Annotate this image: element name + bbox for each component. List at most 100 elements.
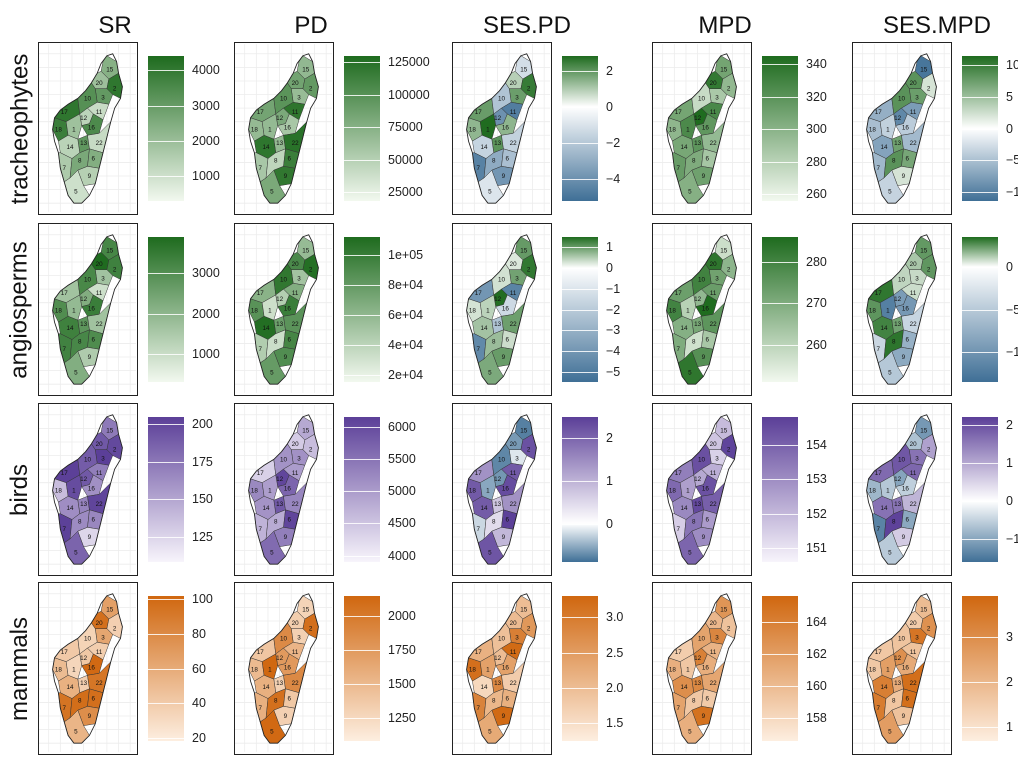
region-label: 14 — [263, 505, 271, 512]
region-label: 5 — [270, 188, 274, 195]
legend-tick-mark — [148, 703, 184, 705]
region-label: 10 — [280, 635, 288, 642]
map-cell-mammals-ses-pd: 15 20 2 3 17 10 12 18 11 1 16 13 14 22 7 8 6 9 5 3.0 2.5 2.0 1… — [452, 582, 662, 759]
region-label: 10 — [280, 456, 288, 463]
region-label: 13 — [694, 321, 702, 328]
map-panel: 15 20 2 3 17 10 12 18 11 1 16 13 14 22 7 8 6 9 5 — [38, 582, 138, 755]
region-label: 13 — [80, 140, 88, 147]
region-label: 8 — [274, 697, 278, 704]
region-label: 1 — [268, 666, 272, 673]
region-label: 12 — [694, 115, 702, 122]
region-label: 6 — [706, 155, 710, 162]
region-label: 22 — [910, 680, 918, 687]
map-panel: 15 20 2 3 17 10 12 18 11 1 16 13 14 22 7 8 6 9 5 — [852, 223, 952, 396]
color-legend: 3000 2000 1000 — [148, 237, 248, 382]
region-label: 10 — [280, 95, 288, 102]
region-label: 2 — [727, 447, 731, 454]
region-label: 22 — [96, 140, 104, 147]
region-label: 15 — [106, 66, 114, 73]
region-label: 6 — [92, 695, 96, 702]
region-label: 5 — [488, 549, 492, 556]
region-label: 2 — [927, 86, 931, 93]
region-11 — [501, 102, 524, 121]
color-legend: 154 153 152 151 — [762, 417, 862, 562]
region-label: 14 — [481, 325, 489, 332]
legend-tick-mark — [344, 254, 380, 256]
legend-tick-mark — [344, 284, 380, 286]
region-label: 15 — [302, 66, 310, 73]
legend-tick-mark — [962, 309, 998, 311]
legend-tick-mark — [562, 723, 598, 725]
region-label: 18 — [55, 126, 63, 133]
region-11 — [283, 463, 306, 482]
region-11 — [87, 102, 110, 121]
region-label: 12 — [894, 296, 902, 303]
region-label: 13 — [276, 140, 284, 147]
region-label: 9 — [88, 534, 92, 541]
legend-tick-label: 4e+04 — [388, 337, 424, 352]
region-label: 9 — [502, 713, 506, 720]
region-label: 11 — [910, 109, 917, 116]
region-label: 17 — [475, 290, 483, 297]
legend-tick-label: 0 — [1006, 493, 1013, 508]
region-label: 15 — [920, 427, 928, 434]
region-label: 17 — [875, 649, 883, 656]
legend-tick-label: 1 — [1006, 455, 1013, 470]
region-label: 14 — [67, 325, 75, 332]
legend-tick-mark — [762, 129, 798, 131]
region-label: 6 — [506, 695, 510, 702]
region-label: 10 — [84, 95, 92, 102]
region-label: 20 — [510, 441, 518, 448]
region-label: 16 — [702, 485, 710, 492]
color-legend: 2000 1750 1500 1250 — [344, 596, 444, 741]
region-1 — [261, 294, 278, 321]
color-legend: 6000 5500 5000 4500 4000 — [344, 417, 444, 563]
region-label: 8 — [274, 518, 278, 525]
map-cell-birds-ses-mpd: 15 20 2 3 17 10 12 18 11 1 16 13 14 22 7 8 6 9 5 2 1 0 −1 — [852, 403, 1018, 580]
legend-tick-label: 1.5 — [606, 716, 624, 731]
legend-tick-label: 200 — [192, 417, 213, 432]
island-outline — [52, 414, 123, 565]
region-label: 16 — [702, 124, 710, 131]
legend-tick-label: 162 — [806, 647, 827, 661]
legend-tick-mark — [148, 599, 184, 601]
region-label: 14 — [481, 684, 489, 691]
region-label: 2 — [527, 267, 531, 274]
region-label: 8 — [692, 338, 696, 345]
region-label: 15 — [302, 427, 310, 434]
region-label: 2 — [309, 267, 313, 274]
region-label: 17 — [675, 290, 683, 297]
column-header-pd: PD — [294, 12, 328, 39]
region-label: 17 — [257, 290, 265, 297]
legend-tick-mark — [344, 717, 380, 719]
legend-tick-mark — [562, 652, 598, 654]
region-label: 10 — [698, 276, 706, 283]
legend-tick-mark — [962, 636, 998, 638]
legend-tick-mark — [762, 654, 798, 655]
region-label: 17 — [875, 109, 883, 116]
region-label: 3 — [715, 275, 719, 282]
region-label: 15 — [920, 247, 928, 254]
legend-tick-label: 1500 — [388, 677, 416, 692]
region-label: 3 — [101, 634, 105, 641]
legend-tick-label: 5500 — [388, 451, 416, 466]
region-label: 8 — [692, 697, 696, 704]
region-label: 14 — [681, 144, 689, 151]
region-label: 6 — [706, 336, 710, 343]
region-label: 7 — [62, 705, 66, 712]
legend-colorbar — [562, 596, 598, 741]
region-label: 20 — [910, 80, 918, 87]
region-label: 20 — [292, 80, 300, 87]
map-cell-birds-mpd: 15 20 2 3 17 10 12 18 11 1 16 13 14 22 7 8 6 9 5 154 153 152 1… — [652, 403, 862, 580]
region-label: 11 — [710, 109, 717, 116]
row-label-tracheophytes: tracheophytes — [4, 42, 36, 215]
legend-tick-mark — [962, 65, 998, 67]
region-label: 18 — [669, 307, 677, 314]
region-label: 12 — [494, 476, 502, 483]
region-label: 12 — [276, 655, 284, 662]
region-label: 5 — [888, 188, 892, 195]
region-label: 11 — [910, 470, 917, 477]
